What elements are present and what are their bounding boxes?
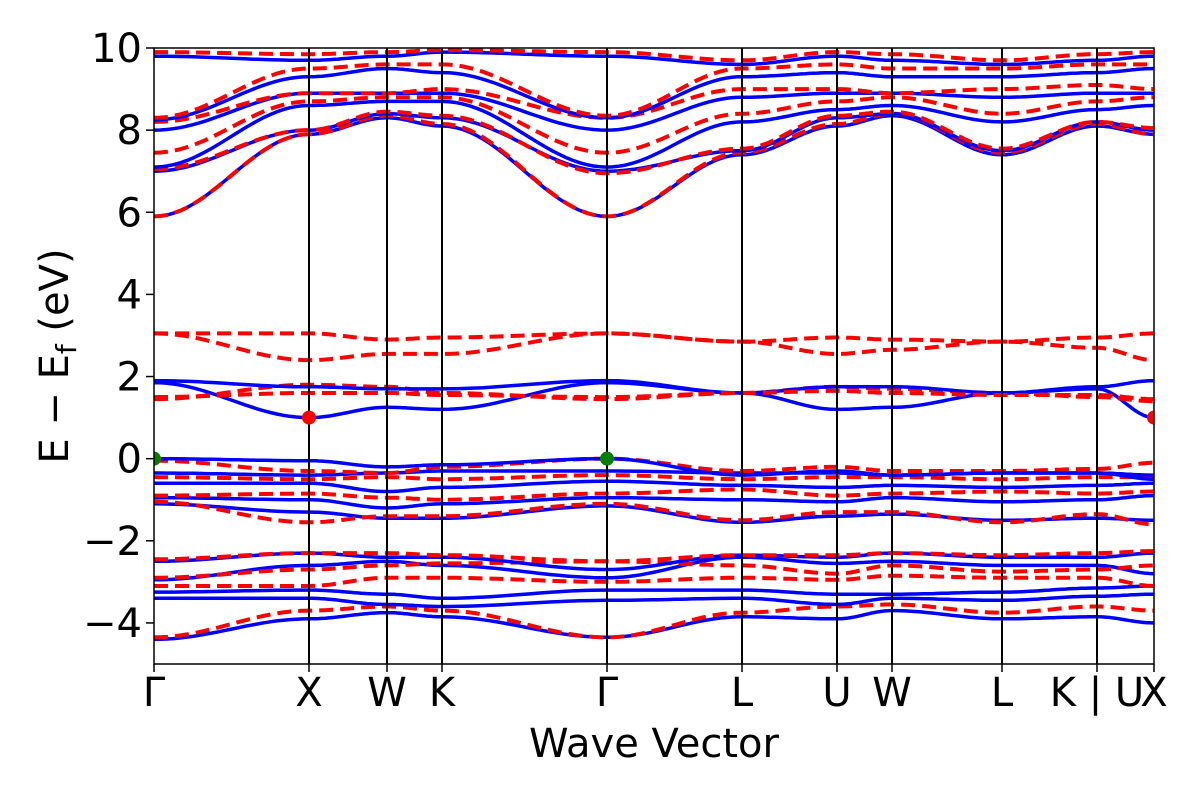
y-axis-label-unit: (eV)	[32, 248, 78, 344]
dashed-band-8	[154, 549, 1154, 564]
y-tick-label-4: 4	[117, 272, 142, 318]
y-tick-label-3: 2	[117, 355, 142, 401]
vbm-marker-1	[600, 451, 614, 466]
y-axis-label-main: E − E	[32, 354, 78, 464]
x-tick-label-8: L	[991, 670, 1014, 716]
cbm-marker-1	[1147, 410, 1154, 425]
y-axis-label: E − Ef (eV)	[32, 248, 83, 463]
x-tick-label-0: Γ	[143, 670, 166, 716]
vbm-marker-0	[154, 451, 161, 466]
y-tick-label-7: 10	[91, 26, 142, 72]
cbm-marker-0	[302, 410, 316, 425]
band-edge-markers	[154, 410, 1154, 466]
dashed-band-22	[154, 331, 1154, 363]
band-lines	[154, 48, 1154, 642]
y-tick-label-5: 6	[117, 190, 142, 236]
x-tick-label-3: K	[429, 670, 457, 716]
x-tick-label-4: Γ	[596, 670, 619, 716]
solid-band-9	[154, 502, 1154, 525]
y-axis-label-sub: f	[50, 343, 83, 354]
y-tick-label-0: −4	[83, 601, 142, 647]
x-axis-label: Wave Vector	[529, 721, 780, 767]
x-tick-label-1: X	[295, 670, 322, 716]
y-tick-label-2: 0	[117, 437, 142, 483]
dashed-band-1	[154, 602, 1154, 640]
x-tick-label-10: X	[1140, 670, 1167, 716]
y-axis-ticks: −4 −2 0 2 4 6 8 10	[83, 26, 154, 647]
high-symmetry-lines	[308, 48, 1098, 664]
solid-band-2	[154, 592, 1154, 609]
dashed-band-4	[154, 573, 1154, 588]
plot-frame	[153, 47, 1155, 665]
x-tick-label-5: L	[731, 670, 754, 716]
x-tick-label-9: K | U	[1050, 670, 1144, 716]
y-tick-label-1: −2	[83, 519, 142, 565]
solid-band-11	[154, 493, 1154, 510]
solid-band-0	[154, 608, 1154, 642]
x-tick-label-7: W	[872, 670, 912, 716]
y-tick-label-6: 8	[117, 108, 142, 154]
x-tick-label-2: W	[367, 670, 407, 716]
x-tick-label-6: U	[822, 670, 851, 716]
